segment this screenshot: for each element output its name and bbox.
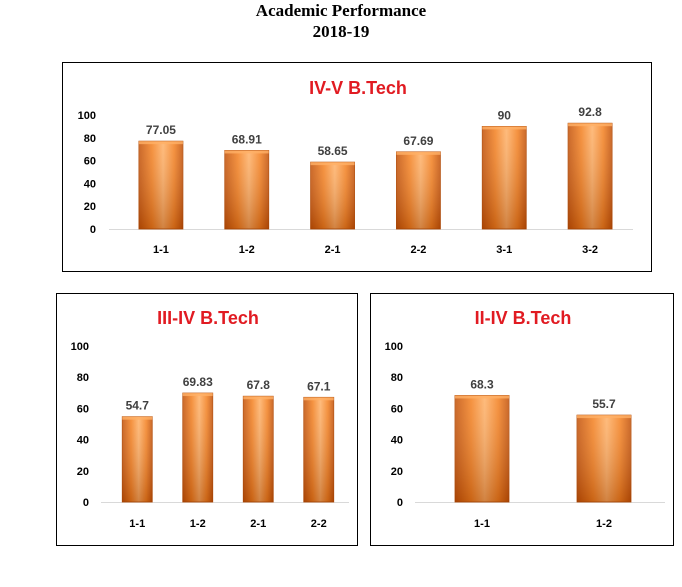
data-label: 92.8	[578, 105, 602, 119]
bar-1-1	[138, 140, 184, 230]
bar-3-2	[567, 122, 613, 230]
y-tick-label: 60	[84, 156, 96, 168]
bar-top-highlight	[310, 162, 355, 166]
chart-panel-ii-iv-btech: II-IV B.Tech 0 20 40 60 80 100 68.3 1-1 55.7 1-2	[370, 293, 674, 546]
data-label: 67.8	[247, 378, 271, 392]
x-tick-label: 3-1	[496, 244, 512, 256]
chart-iii-iv-btech: III-IV B.Tech 0 20 40 60 80 100 54.7 1-1 69.83 1-2…	[71, 308, 349, 530]
data-label: 68.3	[470, 377, 494, 391]
y-tick-label: 20	[391, 466, 403, 478]
bar-shade	[182, 393, 213, 502]
y-tick-label: 20	[77, 466, 89, 478]
bar-1-1	[454, 395, 510, 503]
bar-shade	[482, 126, 527, 229]
bar-top-highlight	[122, 416, 153, 420]
data-label: 55.7	[592, 397, 616, 411]
x-tick-label: 1-1	[474, 518, 490, 530]
chart-ii-iv-btech: II-IV B.Tech 0 20 40 60 80 100 68.3 1-1 55.7 1-2	[385, 308, 665, 530]
y-tick-label: 20	[84, 201, 96, 213]
y-tick-label: 60	[77, 403, 89, 415]
bar-shade	[455, 395, 509, 502]
y-tick-label: 80	[391, 372, 403, 384]
bar-shade	[224, 150, 269, 229]
bar-3-1	[481, 126, 527, 230]
y-tick-label: 60	[391, 403, 403, 415]
page-title-line1: Academic Performance	[255, 1, 427, 20]
y-tick-label: 100	[78, 110, 96, 122]
page-title-line2: 2018-19	[312, 22, 370, 41]
y-tick-label: 80	[77, 372, 89, 384]
bar-shade	[138, 141, 183, 229]
chart-title: III-IV B.Tech	[157, 308, 259, 328]
bar-shade	[396, 151, 441, 229]
bar-1-2	[182, 392, 214, 503]
x-tick-label: 1-1	[129, 518, 145, 530]
bar-shade	[122, 416, 153, 502]
bar-2-1	[242, 395, 274, 503]
bar-top-highlight	[303, 397, 334, 401]
x-tick-label: 2-1	[325, 244, 341, 256]
bar-shade	[310, 162, 355, 229]
x-tick-label: 1-2	[190, 518, 206, 530]
y-tick-label: 100	[71, 341, 89, 353]
bar-shade	[577, 415, 631, 502]
bar-top-highlight	[243, 396, 274, 400]
x-tick-label: 1-2	[596, 518, 612, 530]
y-tick-label: 40	[391, 435, 403, 447]
y-tick-label: 80	[84, 133, 96, 145]
y-tick-label: 40	[84, 178, 96, 190]
bar-top-highlight	[224, 150, 269, 154]
data-label: 77.05	[146, 123, 176, 137]
y-tick-label: 40	[77, 435, 89, 447]
bar-2-1	[310, 161, 355, 230]
bar-top-highlight	[568, 123, 613, 127]
chart-iv-v-btech: IV-V B.Tech 0 20 40 60 80 100 77.05 1-1 68.91 1-2 5…	[78, 78, 633, 256]
bar-shade	[243, 396, 274, 502]
data-label: 67.1	[307, 379, 331, 393]
chart-title: II-IV B.Tech	[475, 308, 572, 328]
bar-1-2	[224, 150, 270, 230]
x-tick-label: 1-1	[153, 244, 169, 256]
bar-top-highlight	[455, 395, 509, 399]
x-tick-label: 2-2	[311, 518, 327, 530]
y-tick-label: 100	[385, 341, 403, 353]
bar-top-highlight	[482, 126, 527, 130]
y-tick-label: 0	[83, 497, 89, 509]
bar-1-1	[121, 416, 153, 503]
x-tick-label: 2-1	[250, 518, 266, 530]
data-label: 58.65	[318, 144, 348, 158]
x-tick-label: 3-2	[582, 244, 598, 256]
bar-shade	[568, 123, 613, 229]
bar-1-2	[576, 414, 632, 503]
x-tick-label: 1-2	[239, 244, 255, 256]
data-label: 68.91	[232, 132, 262, 146]
bar-top-highlight	[577, 415, 631, 419]
chart-title: IV-V B.Tech	[309, 78, 407, 98]
bar-2-2	[303, 396, 335, 503]
chart-panel-iv-v-btech: IV-V B.Tech 0 20 40 60 80 100 77.05 1-1 68.91 1-2 5…	[62, 62, 652, 272]
y-tick-label: 0	[397, 497, 403, 509]
data-label: 54.7	[126, 399, 150, 413]
bar-top-highlight	[182, 393, 213, 397]
data-label: 90	[498, 108, 512, 122]
data-label: 69.83	[183, 375, 213, 389]
bar-shade	[303, 397, 334, 502]
bar-top-highlight	[396, 151, 441, 155]
chart-panel-iii-iv-btech: III-IV B.Tech 0 20 40 60 80 100 54.7 1-1 69.83 1-2…	[56, 293, 358, 546]
data-label: 67.69	[403, 134, 433, 148]
page-title: Academic Performance 2018-19	[0, 0, 682, 42]
y-tick-label: 0	[90, 224, 96, 236]
x-tick-label: 2-2	[410, 244, 426, 256]
bar-top-highlight	[138, 141, 183, 145]
bar-2-2	[396, 151, 441, 230]
